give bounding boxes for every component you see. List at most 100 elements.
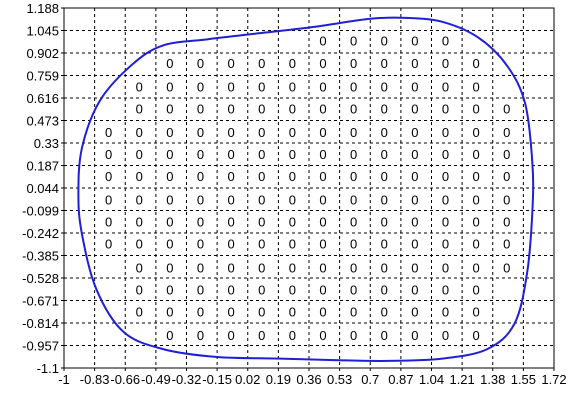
point-label: 0 bbox=[319, 193, 326, 208]
point-label: 0 bbox=[503, 125, 510, 140]
point-label: 0 bbox=[228, 328, 235, 343]
point-label: 0 bbox=[411, 101, 418, 116]
point-label: 0 bbox=[258, 169, 265, 184]
point-label: 0 bbox=[442, 193, 449, 208]
point-label: 0 bbox=[166, 56, 173, 71]
y-tick-label: -0.099 bbox=[22, 204, 59, 219]
point-label: 0 bbox=[319, 282, 326, 297]
point-label: 0 bbox=[136, 260, 143, 275]
point-label: 0 bbox=[319, 169, 326, 184]
point-label: 0 bbox=[442, 169, 449, 184]
x-tick-label: 1.55 bbox=[511, 372, 536, 387]
x-tick-label: 0.36 bbox=[296, 372, 321, 387]
point-label: 0 bbox=[319, 237, 326, 252]
point-label: 0 bbox=[473, 193, 480, 208]
point-label: 0 bbox=[411, 282, 418, 297]
point-label: 0 bbox=[289, 237, 296, 252]
point-label: 0 bbox=[289, 304, 296, 319]
point-label: 0 bbox=[442, 237, 449, 252]
point-label: 0 bbox=[228, 237, 235, 252]
point-label: 0 bbox=[197, 56, 204, 71]
point-label: 0 bbox=[381, 193, 388, 208]
point-label: 0 bbox=[136, 147, 143, 162]
point-label: 0 bbox=[319, 79, 326, 94]
point-label: 0 bbox=[473, 79, 480, 94]
point-label: 0 bbox=[228, 169, 235, 184]
point-label: 0 bbox=[350, 56, 357, 71]
point-label: 0 bbox=[289, 79, 296, 94]
point-label: 0 bbox=[381, 56, 388, 71]
x-tick-label: 0.53 bbox=[327, 372, 352, 387]
point-label: 0 bbox=[442, 101, 449, 116]
point-label: 0 bbox=[473, 215, 480, 230]
point-label: 0 bbox=[411, 79, 418, 94]
point-label: 0 bbox=[166, 193, 173, 208]
boundary-group bbox=[77, 16, 535, 362]
point-label: 0 bbox=[166, 169, 173, 184]
point-label: 0 bbox=[289, 101, 296, 116]
point-label: 0 bbox=[503, 260, 510, 275]
y-tick-label: -0.242 bbox=[22, 226, 59, 241]
point-label: 0 bbox=[442, 304, 449, 319]
point-label: 0 bbox=[442, 328, 449, 343]
point-label: 0 bbox=[258, 101, 265, 116]
point-label: 0 bbox=[381, 328, 388, 343]
y-tick-label: 1.188 bbox=[26, 1, 59, 16]
point-label: 0 bbox=[197, 193, 204, 208]
point-label: 0 bbox=[473, 147, 480, 162]
point-label: 0 bbox=[136, 282, 143, 297]
y-tick-label: 1.045 bbox=[26, 24, 59, 39]
point-label: 0 bbox=[442, 215, 449, 230]
point-label: 0 bbox=[381, 304, 388, 319]
y-tick-label: 0.902 bbox=[26, 46, 59, 61]
point-label: 0 bbox=[166, 282, 173, 297]
point-label: 0 bbox=[289, 193, 296, 208]
point-label: 0 bbox=[105, 237, 112, 252]
point-label: 0 bbox=[503, 101, 510, 116]
point-label: 0 bbox=[136, 101, 143, 116]
point-label: 0 bbox=[319, 125, 326, 140]
y-tick-label: -0.671 bbox=[22, 294, 59, 309]
point-label: 0 bbox=[319, 260, 326, 275]
x-tick-labels: -1 -0.83 -0.66 -0.49 -0.32 -0.15 0.02 0.19 0.36 0… bbox=[58, 368, 567, 387]
point-label: 0 bbox=[319, 101, 326, 116]
point-label: 0 bbox=[319, 328, 326, 343]
point-label: 0 bbox=[105, 215, 112, 230]
point-label: 0 bbox=[228, 79, 235, 94]
point-label: 0 bbox=[381, 125, 388, 140]
point-label: 0 bbox=[197, 147, 204, 162]
point-label: 0 bbox=[289, 282, 296, 297]
point-label: 0 bbox=[411, 237, 418, 252]
x-tick-label: 1.72 bbox=[541, 372, 566, 387]
point-label: 0 bbox=[258, 237, 265, 252]
point-label: 0 bbox=[166, 101, 173, 116]
point-label: 0 bbox=[228, 193, 235, 208]
point-label: 0 bbox=[442, 125, 449, 140]
point-label: 0 bbox=[228, 260, 235, 275]
point-label: 0 bbox=[442, 282, 449, 297]
point-label: 0 bbox=[258, 304, 265, 319]
point-label: 0 bbox=[350, 304, 357, 319]
point-label: 0 bbox=[197, 101, 204, 116]
point-label: 0 bbox=[503, 193, 510, 208]
point-label: 0 bbox=[166, 215, 173, 230]
point-label: 0 bbox=[258, 125, 265, 140]
point-label: 0 bbox=[166, 79, 173, 94]
point-label: 0 bbox=[411, 260, 418, 275]
point-label: 0 bbox=[166, 304, 173, 319]
point-label: 0 bbox=[442, 147, 449, 162]
point-label: 0 bbox=[381, 79, 388, 94]
point-label: 0 bbox=[350, 101, 357, 116]
y-tick-label: -1.1 bbox=[37, 361, 59, 376]
point-label: 0 bbox=[350, 215, 357, 230]
x-tick-label: 1.38 bbox=[480, 372, 505, 387]
point-label: 0 bbox=[136, 79, 143, 94]
point-label: 0 bbox=[411, 215, 418, 230]
point-label: 0 bbox=[381, 260, 388, 275]
point-label: 0 bbox=[197, 125, 204, 140]
point-label: 0 bbox=[350, 237, 357, 252]
point-label: 0 bbox=[197, 79, 204, 94]
point-label: 0 bbox=[411, 147, 418, 162]
point-label: 0 bbox=[350, 147, 357, 162]
